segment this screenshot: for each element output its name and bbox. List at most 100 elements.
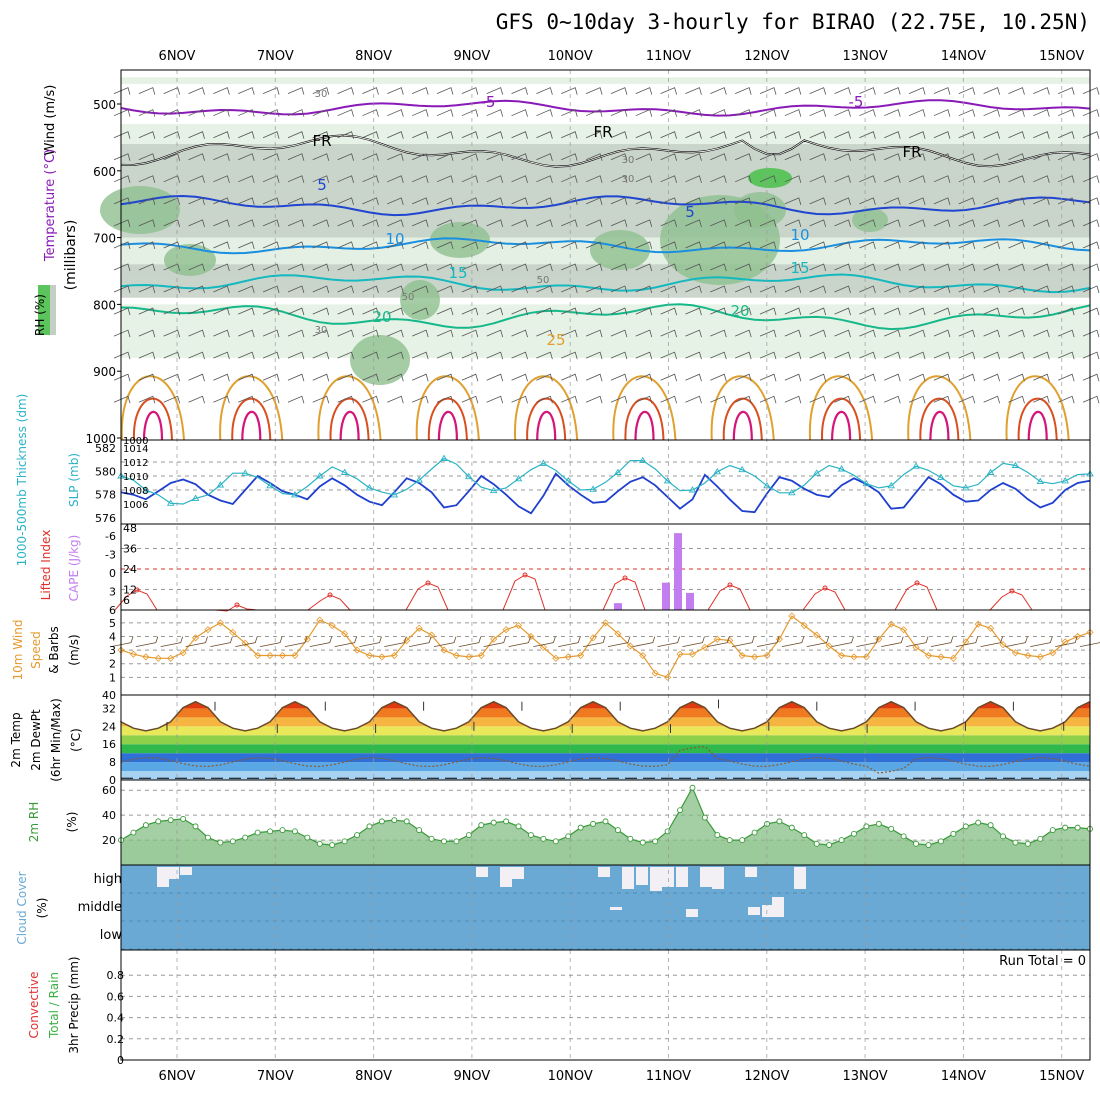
wind-barb xyxy=(362,219,379,228)
cloud-gap xyxy=(794,867,806,889)
wind-barb xyxy=(834,131,851,139)
wind-barb xyxy=(188,87,205,95)
wind-barb xyxy=(436,241,454,250)
wind-barb xyxy=(834,373,851,382)
wind-barb xyxy=(884,373,901,382)
wind-barb xyxy=(1033,109,1050,117)
wind-barb xyxy=(138,351,156,360)
wind-barb xyxy=(1082,329,1100,338)
wind-barb-10m xyxy=(409,636,432,648)
wind-barb xyxy=(859,241,876,250)
wind-barb xyxy=(660,131,677,139)
wind-barb xyxy=(287,395,305,404)
wind-barb xyxy=(536,175,553,183)
top-day-label: 8NOV xyxy=(355,49,392,64)
wind-barb xyxy=(113,307,131,316)
wind-barb xyxy=(312,351,330,360)
rh-band-5 xyxy=(121,304,1090,358)
wind-barb xyxy=(685,373,702,382)
slp-marker xyxy=(614,468,622,475)
contour-label: -5 xyxy=(481,93,496,111)
wind-barb xyxy=(610,351,628,360)
wind-barb xyxy=(262,197,280,205)
rh2m-point xyxy=(490,819,497,826)
wind-barb xyxy=(908,329,926,338)
wind-barb xyxy=(734,109,752,117)
wind-barb xyxy=(933,307,951,316)
wind-barb xyxy=(536,219,553,228)
wind-barb xyxy=(411,87,429,95)
wind-speed-marker xyxy=(1024,651,1032,660)
wind-barb xyxy=(362,307,379,316)
wind-speed-marker xyxy=(191,634,200,642)
cloud-gap xyxy=(476,867,488,877)
wind-barb xyxy=(436,395,454,404)
wind-barb xyxy=(511,175,528,183)
wind-barb xyxy=(983,153,1000,161)
wind-speed-marker xyxy=(179,649,187,657)
wind-barb xyxy=(1057,307,1075,316)
wind-barb xyxy=(238,307,255,316)
rh2m-point xyxy=(478,822,485,829)
wind-barb xyxy=(710,263,727,272)
lifted-index-line xyxy=(802,587,846,611)
wind-tick-bottom: 40 xyxy=(102,689,116,702)
wind-barb xyxy=(1008,197,1025,205)
wind-barb xyxy=(983,263,1000,272)
temp-contour-line xyxy=(120,194,1091,217)
wind-barb xyxy=(287,87,305,95)
rh2m-point xyxy=(378,818,385,825)
wind-barb xyxy=(337,87,354,95)
wind-barb xyxy=(710,153,727,161)
wind-barb-10m xyxy=(284,636,308,648)
wind-barb xyxy=(1033,329,1050,338)
wind-speed-marker xyxy=(415,624,423,632)
rh2m-point xyxy=(913,840,920,847)
wind-barb xyxy=(685,175,702,183)
temp-stripe xyxy=(121,735,1090,745)
cape-tick: 48 xyxy=(123,522,137,535)
wind-barb xyxy=(1082,87,1100,95)
wind-barb xyxy=(138,395,156,404)
wind-barb xyxy=(188,307,205,316)
wind-barb xyxy=(759,219,777,228)
wind-barb xyxy=(163,263,181,272)
rh2m-point xyxy=(664,828,671,835)
pressure-tick-label: 900 xyxy=(93,365,116,379)
wind-barb xyxy=(436,109,454,117)
bottom-day-label: 8NOV xyxy=(355,1069,392,1084)
slp-marker xyxy=(589,485,597,492)
wind-barb xyxy=(859,329,876,338)
contour-label: -5 xyxy=(849,93,864,111)
wind-barb xyxy=(138,175,156,183)
temp-contour-35 xyxy=(241,410,262,441)
wind-barb xyxy=(163,153,181,161)
lifted-index-tick: -3 xyxy=(105,549,116,562)
wind-barb xyxy=(362,329,379,338)
wind-barb xyxy=(213,263,230,272)
wind-barb xyxy=(1008,285,1025,294)
rh2m-point xyxy=(937,838,944,845)
wind-barb xyxy=(1057,395,1075,404)
temp-contour-line xyxy=(120,99,1091,117)
axis-label: 1000-500mb Thickness (dm) xyxy=(15,394,29,567)
wind-barb xyxy=(983,395,1000,404)
wind-barb xyxy=(337,307,354,316)
cloud-gap xyxy=(622,867,634,889)
wind-barb xyxy=(834,219,851,228)
wind-barb xyxy=(411,373,429,382)
wind-barb xyxy=(188,175,205,183)
rh2m-point xyxy=(677,807,683,814)
axis-label: & Barbs xyxy=(47,626,61,674)
cloud-gap xyxy=(686,909,698,917)
wind-barb xyxy=(511,153,528,161)
wind-barb xyxy=(784,285,802,294)
wind-barb xyxy=(486,307,504,316)
cape-tick: 36 xyxy=(123,543,137,556)
wind-barb xyxy=(238,373,255,382)
wind-barb xyxy=(213,351,230,360)
rh2m-point xyxy=(813,840,820,847)
thickness-tick: 580 xyxy=(95,465,116,478)
rh-moist-blob xyxy=(164,244,216,276)
wind-barb xyxy=(859,395,876,404)
